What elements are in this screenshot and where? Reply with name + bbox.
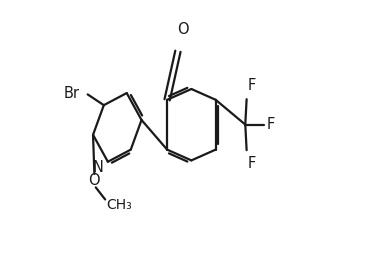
Text: Br: Br [64,86,80,101]
Text: O: O [89,173,100,188]
Text: F: F [267,117,275,132]
Text: N: N [93,160,104,175]
Text: CH₃: CH₃ [106,198,132,212]
Text: F: F [248,156,256,171]
Text: F: F [248,78,256,93]
Text: O: O [177,22,189,37]
